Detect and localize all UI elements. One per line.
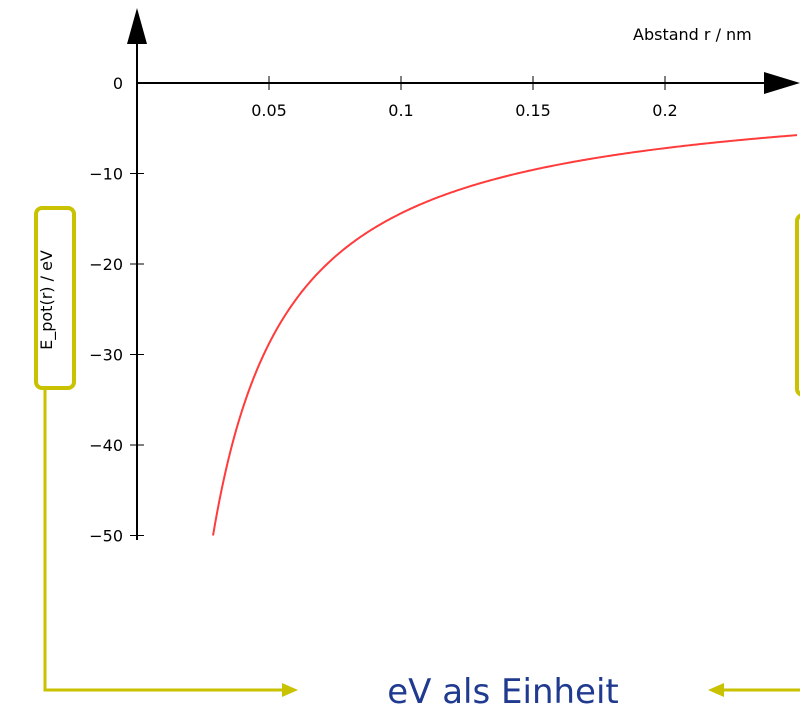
annotation-text: eV als Einheit — [387, 672, 619, 712]
connector-left-arrow-icon — [282, 683, 298, 697]
connector-left — [43, 388, 285, 692]
y-tick-label: −20 — [89, 255, 123, 274]
ylabel-highlight-box — [34, 206, 76, 390]
y-ticks: 0 −10 −20 −30 −40 −50 — [89, 74, 144, 546]
x-tick-label: 0.15 — [515, 101, 551, 120]
y-tick-label: −30 — [89, 346, 123, 365]
connector-right-arrow-icon — [708, 683, 724, 697]
highlight-box-right — [795, 213, 800, 397]
series-curve — [212, 134, 798, 536]
y-tick-label: 0 — [113, 74, 123, 93]
x-axis-arrow-icon — [764, 72, 800, 94]
y-axis-arrow-icon — [127, 8, 147, 44]
y-tick-label: −10 — [89, 165, 123, 184]
x-tick-label: 0.2 — [652, 101, 677, 120]
x-axis-label: Abstand r / nm — [633, 25, 752, 44]
x-tick-label: 0.1 — [388, 101, 413, 120]
y-tick-label: −50 — [89, 527, 123, 546]
y-tick-label: −40 — [89, 436, 123, 455]
x-ticks: 0.05 0.1 0.15 0.2 — [251, 76, 678, 120]
x-tick-label: 0.05 — [251, 101, 287, 120]
y-axis-label: E_pot(r) / eV — [37, 250, 57, 350]
